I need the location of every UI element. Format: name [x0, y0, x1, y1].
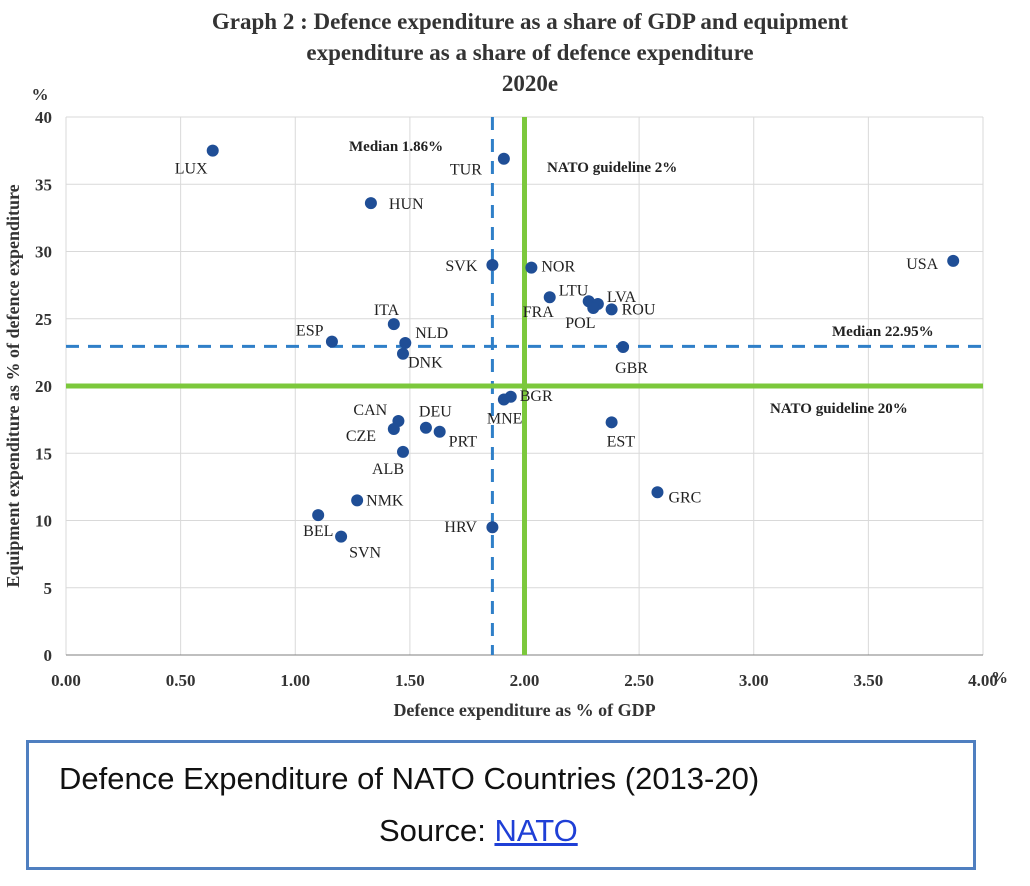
data-point-label: NOR [541, 259, 575, 276]
data-point-label: HUN [389, 196, 424, 213]
data-point [364, 197, 377, 210]
data-point-label: GBR [615, 360, 648, 377]
y-tick-label: 10 [35, 512, 52, 531]
data-point [419, 421, 432, 434]
y-axis-title: Equipment expenditure as % of defence ex… [3, 184, 23, 587]
caption-title: Defence Expenditure of NATO Countries (2… [59, 761, 760, 796]
y-tick-label: 20 [35, 377, 52, 396]
data-point [396, 347, 409, 360]
data-point [651, 486, 664, 499]
data-point-label: LUX [175, 161, 208, 178]
reference-line-label: Median 1.86% [349, 139, 443, 155]
caption-source: Source: NATO [379, 813, 578, 849]
data-point-label: NMK [366, 492, 404, 509]
data-point [605, 416, 618, 429]
data-point [497, 152, 510, 165]
data-point [387, 423, 400, 436]
x-unit-label: % [991, 668, 1008, 687]
x-tick-label: 0.00 [51, 671, 81, 690]
data-point-label: PRT [449, 434, 478, 451]
reference-line-label: NATO guideline 20% [770, 401, 908, 417]
chart-title-line-1: Graph 2 : Defence expenditure as a share… [211, 9, 849, 34]
data-point-label: CAN [353, 402, 387, 419]
data-point [947, 254, 960, 267]
data-point [399, 336, 412, 349]
x-tick-label: 3.00 [739, 671, 769, 690]
y-tick-label: 0 [44, 646, 53, 665]
data-point-label: NLD [415, 325, 448, 342]
scatter-chart: 0.00 0.50 1.00 1.50 2.00 2.50 3.00 3.50 4.00 0 5 10… [3, 85, 1008, 720]
data-point-label: HRV [444, 519, 477, 536]
x-tick-label: 2.00 [510, 671, 540, 690]
data-point-label: ROU [622, 301, 656, 318]
data-point [351, 494, 364, 507]
data-point [433, 425, 446, 438]
data-point-label: EST [607, 433, 636, 450]
data-point-label: FRA [523, 304, 555, 321]
data-point [387, 318, 400, 331]
reference-line-label: NATO guideline 2% [547, 160, 677, 176]
data-point-label: ESP [296, 323, 324, 340]
data-point-label: ALB [372, 461, 404, 478]
data-point [543, 291, 556, 304]
data-point [605, 303, 618, 316]
x-tick-label: 3.50 [854, 671, 884, 690]
data-point [335, 530, 348, 543]
data-point [325, 335, 338, 348]
chart-title: Graph 2 : Defence expenditure as a share… [0, 6, 1030, 99]
reference-line-label: Median 22.95% [832, 324, 934, 340]
y-tick-label: 15 [35, 444, 52, 463]
data-point-label: BGR [520, 388, 553, 405]
caption-box: Defence Expenditure of NATO Countries (2… [26, 740, 976, 870]
data-point [312, 509, 325, 522]
chart-title-line-3: 2020e [501, 71, 559, 96]
data-point-label: CZE [346, 428, 376, 445]
data-point [486, 258, 499, 271]
data-point-label: DNK [408, 355, 443, 372]
data-point-label: ITA [374, 302, 400, 319]
data-point [206, 144, 219, 157]
x-tick-label: 4.00 [968, 671, 998, 690]
data-point-label: SVK [445, 258, 477, 275]
data-point [525, 261, 538, 274]
chart-title-line-2: expenditure as a share of defence expend… [306, 40, 754, 65]
y-tick-label: 40 [35, 108, 52, 127]
x-tick-label: 1.50 [395, 671, 425, 690]
data-point-label: USA [906, 256, 938, 273]
data-point [486, 521, 499, 534]
y-tick-label: 30 [35, 243, 52, 262]
data-point-label: DEU [419, 404, 452, 421]
data-point-label: BEL [303, 523, 333, 540]
source-link[interactable]: NATO [494, 813, 578, 848]
y-tick-label: 25 [35, 310, 52, 329]
data-point-label: LTU [559, 282, 589, 299]
x-tick-label: 0.50 [166, 671, 196, 690]
y-tick-label: 5 [44, 579, 53, 598]
x-axis-title: Defence expenditure as % of GDP [393, 700, 655, 720]
source-prefix: Source: [379, 813, 495, 848]
data-point [396, 445, 409, 458]
data-point-label: SVN [349, 545, 381, 562]
data-point-label: POL [565, 315, 595, 332]
data-point [617, 340, 630, 353]
x-tick-label: 1.00 [280, 671, 310, 690]
data-point [497, 393, 510, 406]
data-point-label: GRC [668, 489, 701, 506]
y-tick-label: 35 [35, 175, 52, 194]
x-tick-label: 2.50 [624, 671, 654, 690]
y-unit-label: % [32, 85, 49, 104]
data-point-label: MNE [487, 410, 523, 427]
data-point-label: LVA [607, 289, 637, 306]
data-point [587, 301, 600, 314]
data-point-label: TUR [450, 162, 482, 179]
